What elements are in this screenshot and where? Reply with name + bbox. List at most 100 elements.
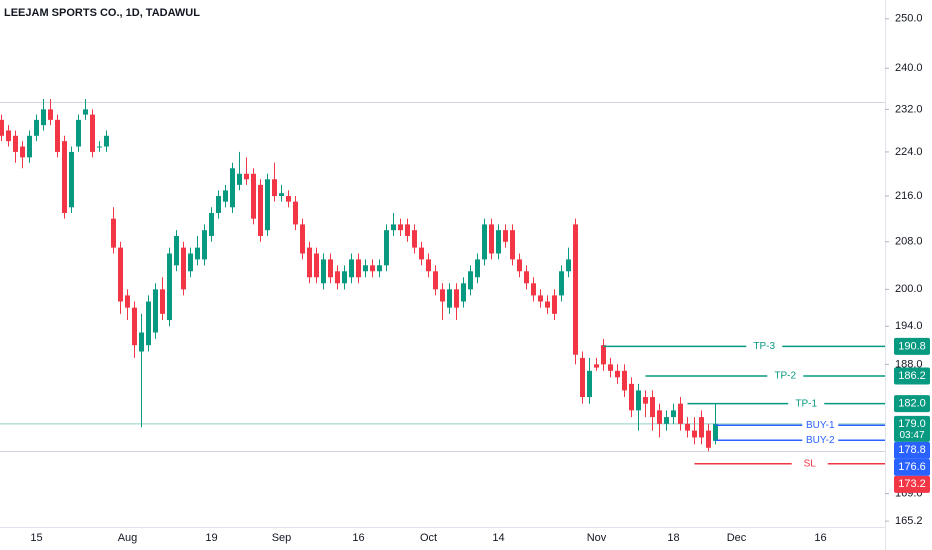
candle-body [160,289,165,314]
candle-body [279,193,284,197]
candle-body [286,196,291,202]
annotation-label-bg [802,419,839,432]
annotation-label-bg [746,340,783,353]
candle-body [125,295,130,308]
candle-body [489,224,494,254]
last-price-label-bg [894,415,930,442]
annotation-price-label: 182.0 [898,398,926,410]
candle-body [300,224,305,254]
candles-layer [0,98,718,452]
candle-body [384,230,389,266]
y-tick-label: 194.0 [895,320,923,332]
y-tick-label: 200.0 [895,283,923,295]
candle-body [69,151,74,208]
candle-body [566,259,571,272]
candle-body [615,370,620,378]
candle-body [209,212,214,236]
candle-body [48,109,53,120]
annotation-label: TP-3 [753,341,775,352]
candle-body [111,218,116,248]
candle-body [328,259,333,278]
annotation-price-label: 190.8 [898,340,926,352]
annotations-layer: TP-3 TP-2 TP-1 BUY-1 BUY-2 SL [603,340,885,470]
candle-body [601,345,606,365]
lines-layer [0,102,885,452]
candle-body [482,224,487,260]
x-tick-label: Nov [587,532,607,544]
y-tick-label: 188.0 [895,358,923,370]
candle-body [293,201,298,225]
candle-body [664,417,669,424]
candle-body [132,307,137,346]
candle-body [475,259,480,278]
candle-body [531,283,536,296]
candle-body [90,114,95,152]
candle-body [167,253,172,321]
candle-body [517,259,522,272]
candle-body [0,119,4,136]
annotation-price-label: 186.2 [898,370,926,382]
candle-body [104,135,109,147]
x-tick-label: Sep [272,532,292,544]
x-tick-label: 14 [492,532,504,544]
candle-body [6,130,11,142]
annotation-label: BUY-2 [806,435,835,446]
annotation-label-bg [788,397,825,410]
last-price-label: 179.0 [898,418,926,430]
annotation-price-label-bg [894,458,930,476]
x-tick-label: 16 [814,532,826,544]
candle-body [496,230,501,254]
candle-body [594,364,599,368]
candle-body [307,247,312,278]
candle-body [713,423,718,441]
candle-body [692,430,697,438]
x-tick-label: 16 [352,532,364,544]
candle-body [153,289,158,333]
candle-body [468,271,473,290]
candle-body [195,247,200,260]
candle-body [335,271,340,284]
annotation-label: TP-2 [774,371,796,382]
candle-body [139,332,144,352]
candle-body [629,383,634,411]
candle-body [342,271,347,284]
candle-body [83,109,88,115]
annotation-price-label: 173.2 [898,478,926,490]
candle-body [573,224,578,355]
candle-body [356,259,361,278]
y-tick-label: 250.0 [895,13,923,25]
candle-body [265,179,270,231]
candle-body [454,289,459,308]
candle-body [433,271,438,290]
y-tick-label: 232.0 [895,103,923,115]
x-tick-label: 15 [30,532,42,544]
y-tick-label: 224.0 [895,146,923,158]
annotation-price-label: 176.6 [898,461,926,473]
candle-body [237,173,242,185]
candle-body [13,135,18,152]
annotation-label: TP-1 [795,398,817,409]
candle-body [524,271,529,284]
candle-body [657,410,662,424]
annotation-price-label-bg [894,367,930,385]
candle-body [251,173,256,219]
annotation-price-label-bg [894,337,930,355]
candle-body [258,184,263,236]
annotation-label-bg [767,370,804,383]
candle-body [216,196,221,213]
candle-body [349,259,354,278]
candle-body [244,173,249,180]
candle-body [650,397,655,418]
candle-body [377,265,382,272]
candle-body [608,364,613,371]
candle-body [223,190,228,202]
annotation-label: SL [804,458,817,469]
candle-body [20,146,25,158]
candle-body [146,301,151,346]
candle-body [55,119,60,152]
candle-body [272,179,277,197]
candle-body [622,370,627,391]
candle-body [97,146,102,148]
